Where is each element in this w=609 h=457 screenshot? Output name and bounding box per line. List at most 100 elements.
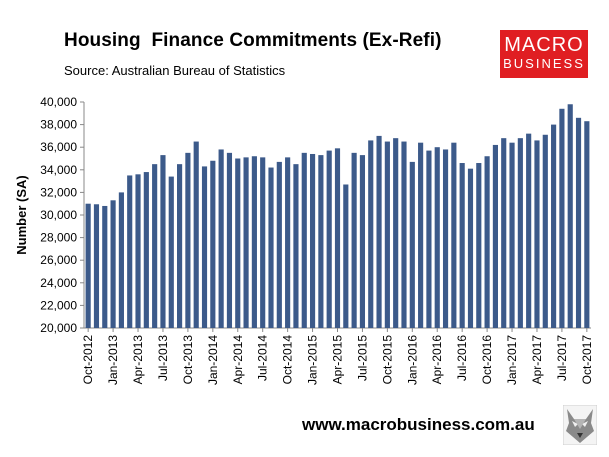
bar: [268, 167, 274, 328]
x-tick-label: Apr-2014: [231, 335, 245, 385]
chart-subtitle: Source: Australian Bureau of Statistics: [64, 63, 286, 78]
bar: [201, 166, 208, 328]
bar: [343, 184, 349, 328]
x-tick-label: Apr-2013: [131, 335, 145, 385]
x-tick-label: Jul-2013: [156, 335, 170, 381]
bar: [467, 168, 474, 328]
bar: [243, 157, 249, 328]
x-tick-label: Oct-2015: [380, 335, 394, 385]
bar: [359, 155, 366, 328]
x-tick-label: Apr-2015: [331, 335, 345, 385]
y-tick-label: 34,000: [40, 163, 77, 177]
bar: [501, 138, 507, 328]
y-tick-label: 36,000: [40, 140, 77, 154]
bar: [235, 158, 241, 328]
bar: [376, 135, 382, 328]
y-tick-label: 24,000: [40, 276, 77, 290]
x-tick-label: Jul-2014: [256, 335, 270, 381]
chart-title: Housing Finance Commitments (Ex-Refi): [64, 30, 442, 51]
bar: [218, 149, 224, 328]
bar: [276, 161, 282, 328]
bar: [143, 172, 149, 328]
x-tick-label: Jan-2014: [206, 335, 220, 385]
bar: [210, 160, 216, 328]
x-tick-label: Oct-2017: [580, 335, 594, 385]
bar: [418, 142, 424, 328]
bar: [509, 142, 515, 328]
bar: [426, 150, 432, 328]
bar: [118, 192, 124, 328]
x-tick-label: Jul-2016: [455, 335, 469, 381]
macrobusiness-logo: MACRO BUSINESS: [500, 30, 588, 78]
y-tick-label: 30,000: [40, 208, 77, 222]
y-axis-label: Number (SA): [14, 175, 29, 254]
bar: [526, 133, 532, 328]
y-tick-label: 38,000: [40, 118, 77, 132]
bar: [152, 164, 158, 328]
bar: [293, 164, 299, 328]
bar: [542, 134, 548, 328]
y-tick-label: 28,000: [40, 231, 77, 245]
x-tick-label: Oct-2014: [281, 335, 295, 385]
x-tick-label: Apr-2016: [430, 335, 444, 385]
bar: [185, 152, 191, 328]
bar: [409, 161, 415, 328]
bar: [102, 205, 108, 328]
bar: [326, 150, 332, 328]
bar: [559, 108, 565, 328]
bar: [459, 163, 465, 328]
x-tick-label: Jul-2017: [555, 335, 569, 381]
bar: [575, 117, 582, 328]
bar: [177, 164, 183, 328]
bar: [492, 144, 498, 328]
bar: [193, 141, 199, 328]
bar: [260, 157, 266, 328]
x-tick-label: Jan-2016: [405, 335, 419, 385]
footer-url: www.macrobusiness.com.au: [302, 415, 535, 434]
bar: [434, 147, 440, 328]
y-tick-label: 40,000: [40, 95, 77, 109]
x-tick-label: Jul-2015: [355, 335, 369, 381]
bar: [168, 176, 174, 328]
y-tick-label: 22,000: [40, 298, 77, 312]
bar: [301, 152, 307, 328]
bar: [135, 174, 141, 328]
bar: [226, 152, 233, 328]
bar: [318, 155, 324, 328]
bar: [534, 140, 540, 328]
x-tick-label: Jan-2013: [106, 335, 120, 385]
bar: [551, 124, 557, 328]
bar: [110, 200, 116, 328]
bar: [393, 138, 399, 328]
y-tick-label: 32,000: [40, 185, 77, 199]
logo-line-2: BUSINESS: [503, 56, 585, 71]
x-tick-label: Oct-2012: [81, 335, 95, 385]
x-tick-label: Jan-2015: [306, 335, 320, 385]
bar: [451, 142, 457, 328]
bar: [351, 152, 357, 328]
bar: [127, 175, 133, 328]
bar: [251, 156, 257, 328]
bar: [368, 140, 374, 328]
x-tick-label: Jan-2017: [505, 335, 519, 385]
x-tick-label: Oct-2016: [480, 335, 494, 385]
bar: [517, 138, 523, 328]
bar: [285, 157, 291, 328]
x-tick-label: Oct-2013: [181, 335, 195, 385]
bar: [584, 121, 590, 329]
y-tick-label: 26,000: [40, 253, 77, 267]
wolf-icon: [563, 405, 597, 445]
bar: [442, 149, 449, 328]
bar: [476, 163, 482, 328]
bar: [85, 203, 91, 328]
bar: [334, 148, 341, 328]
bar: [160, 155, 166, 328]
bar: [567, 104, 573, 328]
bar: [93, 204, 100, 328]
bar: [484, 156, 490, 328]
bar: [384, 141, 390, 328]
bar: [309, 153, 316, 328]
x-tick-label: Apr-2017: [530, 335, 544, 385]
y-tick-label: 20,000: [40, 321, 77, 335]
